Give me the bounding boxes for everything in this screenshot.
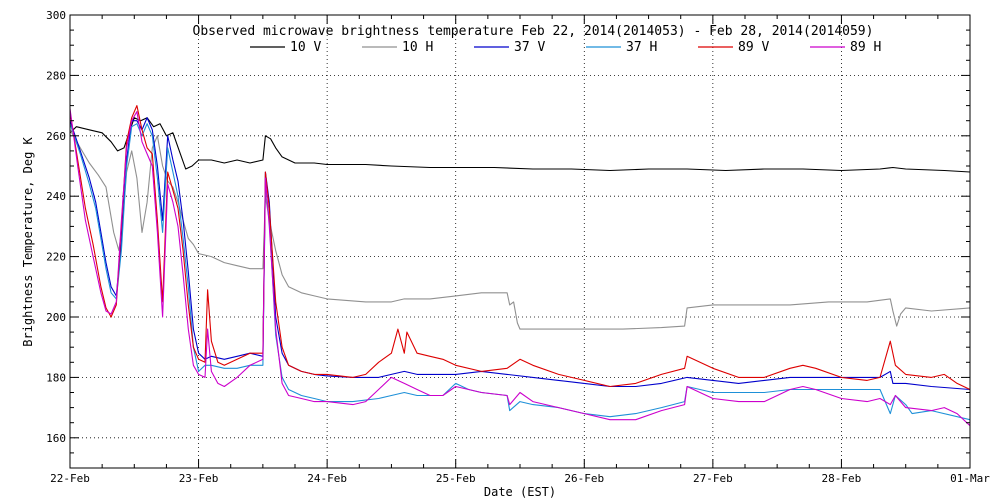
series-line-10-h (69, 129, 971, 330)
legend-label-89-h: 89 H (850, 40, 881, 55)
y-tick-label: 240 (46, 190, 66, 203)
x-tick-label: 26-Feb (564, 472, 604, 485)
series-line-10-v (69, 117, 971, 173)
y-tick-label: 200 (46, 311, 66, 324)
series-layer (69, 105, 971, 427)
y-tick-label: 280 (46, 69, 66, 82)
y-tick-label: 220 (46, 251, 66, 264)
x-tick-label: 01-Mar (950, 472, 990, 485)
series-line-89-h (69, 108, 971, 427)
x-tick-label: 27-Feb (693, 472, 733, 485)
x-tick-label: 23-Feb (179, 472, 219, 485)
series-line-37-v (69, 117, 971, 391)
x-tick-label: 24-Feb (307, 472, 347, 485)
series-line-89-v (69, 105, 971, 390)
grid-layer (70, 15, 970, 468)
legend-label-10-h: 10 H (402, 40, 433, 55)
series-line-37-h (69, 123, 971, 421)
legend: 10 V 10 H 37 V 37 H 89 V 89 H (250, 40, 881, 55)
y-tick-label: 160 (46, 432, 66, 445)
x-tick-label: 28-Feb (822, 472, 862, 485)
legend-label-10-v: 10 V (290, 40, 321, 55)
x-axis-title: Date (EST) (484, 485, 556, 499)
x-tick-label: 22-Feb (50, 472, 90, 485)
legend-label-37-v: 37 V (514, 40, 545, 55)
y-tick-label: 180 (46, 371, 66, 384)
x-tick-label: 25-Feb (436, 472, 476, 485)
y-tick-label: 300 (46, 9, 66, 22)
plot-frame (69, 14, 971, 469)
y-axis-title: Brightness Temperature, Deg K (21, 136, 35, 346)
chart-title: Observed microwave brightness temperatur… (193, 24, 874, 39)
y-tick-label: 260 (46, 130, 66, 143)
legend-label-89-v: 89 V (738, 40, 769, 55)
legend-label-37-h: 37 H (626, 40, 657, 55)
ticks-layer: 160 180 200 220 240 260 280 300 22-Feb 23-Feb 24-F… (46, 9, 990, 485)
